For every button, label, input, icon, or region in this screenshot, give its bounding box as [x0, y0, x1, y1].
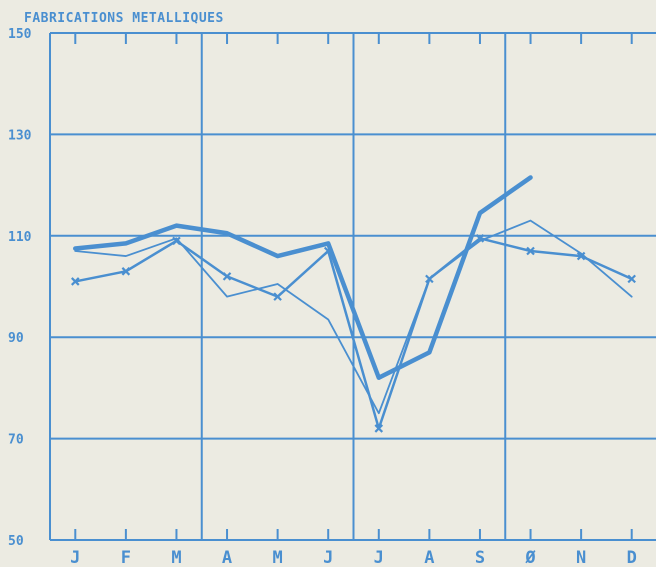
data-point [526, 246, 535, 256]
point-mark [71, 277, 80, 286]
x-tick-label: S [475, 548, 485, 567]
x-tick-label: N [576, 548, 586, 567]
data-point [576, 251, 586, 261]
point-mark [273, 292, 282, 301]
point-mark [374, 424, 384, 433]
y-tick-label: 50 [8, 534, 24, 549]
series-group [71, 175, 636, 433]
point-mark [475, 234, 485, 243]
x-tick-label: F [121, 548, 131, 567]
point-mark [222, 272, 232, 281]
series-line-2 [74, 237, 633, 430]
chart-title: FABRICATIONS METALLIQUES [24, 11, 224, 26]
x-tick-label: M [171, 548, 181, 567]
series-line-1 [73, 175, 533, 381]
y-tick-label: 130 [8, 128, 32, 143]
y-tick-label: 150 [8, 27, 32, 42]
y-tick-label: 90 [8, 331, 24, 346]
x-tick-label: Ø [524, 548, 536, 567]
grid [49, 32, 656, 541]
y-tick-label: 110 [8, 230, 32, 245]
series-line-3 [74, 219, 633, 415]
x-tick-label: J [70, 548, 80, 567]
point-mark [526, 246, 535, 256]
data-point [273, 292, 282, 301]
point-mark [172, 236, 181, 246]
data-point [121, 267, 131, 276]
y-axis-ticks: 150 130 110 90 70 50 [8, 27, 32, 549]
x-tick-label: J [374, 548, 384, 567]
data-point [627, 274, 636, 284]
x-tick-label: A [424, 548, 434, 567]
x-tick-label: A [222, 548, 232, 567]
point-mark [323, 246, 333, 256]
data-point [323, 246, 333, 256]
x-tick-label: D [627, 548, 637, 567]
x-tick-label: M [273, 548, 283, 567]
point-mark [576, 251, 586, 261]
point-mark [121, 267, 131, 276]
x-tick-label: J [323, 548, 333, 567]
data-point [71, 277, 80, 286]
point-mark [627, 274, 636, 284]
data-point [222, 272, 232, 281]
y-tick-label: 70 [8, 433, 24, 448]
data-point [374, 424, 384, 433]
